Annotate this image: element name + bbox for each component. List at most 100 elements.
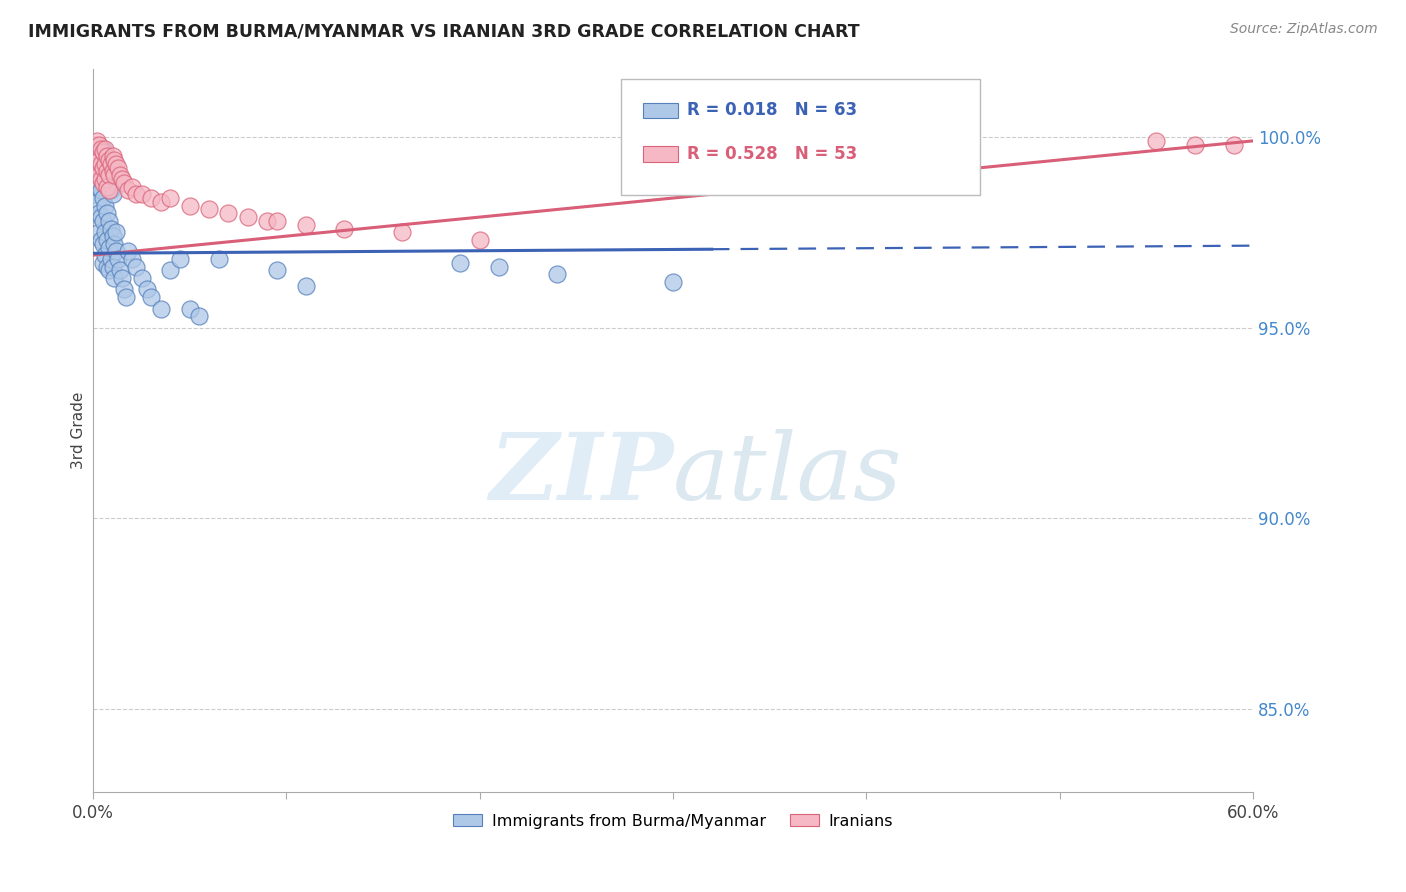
Point — [90, 210, 112, 224]
Point — [91, 214, 114, 228]
Point — [266, 263, 288, 277]
Point — [256, 214, 278, 228]
Point — [1144, 134, 1167, 148]
Point — [100, 221, 122, 235]
Point — [91, 145, 114, 160]
Point — [115, 290, 138, 304]
Point — [103, 153, 125, 167]
Point — [91, 191, 114, 205]
Point — [117, 183, 139, 197]
Point — [94, 225, 117, 239]
Bar — [643, 103, 678, 119]
Text: ZIP: ZIP — [489, 429, 673, 519]
Point — [90, 172, 112, 186]
Point — [333, 221, 356, 235]
Point — [1222, 137, 1244, 152]
Point — [218, 206, 240, 220]
Point — [103, 168, 125, 182]
Point — [97, 176, 120, 190]
Point — [84, 168, 107, 182]
Point — [90, 141, 112, 155]
Point — [488, 260, 510, 274]
Point — [97, 153, 120, 167]
Point — [84, 137, 107, 152]
Point — [111, 271, 134, 285]
Point — [100, 157, 122, 171]
Point — [87, 206, 110, 220]
Point — [149, 301, 172, 316]
Point — [86, 164, 108, 178]
Point — [94, 157, 117, 171]
Point — [136, 283, 159, 297]
Point — [121, 252, 143, 266]
Point — [1184, 137, 1206, 152]
Point — [101, 149, 124, 163]
Point — [97, 214, 120, 228]
Text: R = 0.018   N = 63: R = 0.018 N = 63 — [688, 102, 858, 120]
Text: IMMIGRANTS FROM BURMA/MYANMAR VS IRANIAN 3RD GRADE CORRELATION CHART: IMMIGRANTS FROM BURMA/MYANMAR VS IRANIAN… — [28, 22, 859, 40]
Point — [86, 149, 108, 163]
Point — [94, 199, 117, 213]
Text: atlas: atlas — [673, 429, 903, 519]
Point — [90, 157, 112, 171]
Point — [86, 145, 108, 160]
Point — [391, 225, 413, 239]
Point — [208, 252, 231, 266]
Point — [468, 233, 491, 247]
Point — [94, 172, 117, 186]
Point — [97, 168, 120, 182]
Point — [103, 236, 125, 251]
Point — [90, 233, 112, 247]
Point — [96, 179, 118, 194]
Point — [236, 210, 259, 224]
Point — [96, 164, 118, 178]
Point — [96, 206, 118, 220]
Point — [100, 252, 122, 266]
Point — [86, 134, 108, 148]
Point — [96, 233, 118, 247]
Point — [87, 179, 110, 194]
Point — [141, 191, 163, 205]
Point — [97, 263, 120, 277]
Point — [131, 187, 153, 202]
Point — [117, 244, 139, 259]
Point — [294, 278, 316, 293]
Point — [97, 241, 120, 255]
Point — [91, 161, 114, 175]
Legend: Immigrants from Burma/Myanmar, Iranians: Immigrants from Burma/Myanmar, Iranians — [447, 807, 898, 835]
Point — [101, 260, 124, 274]
Point — [91, 141, 114, 155]
Point — [110, 263, 132, 277]
Point — [94, 157, 117, 171]
Point — [111, 172, 134, 186]
Point — [84, 187, 107, 202]
Point — [112, 176, 135, 190]
Point — [188, 309, 211, 323]
Point — [96, 260, 118, 274]
Point — [159, 191, 181, 205]
Point — [103, 271, 125, 285]
Point — [125, 187, 148, 202]
Point — [87, 168, 110, 182]
Point — [101, 187, 124, 202]
Y-axis label: 3rd Grade: 3rd Grade — [72, 392, 86, 469]
Point — [100, 183, 122, 197]
Point — [101, 229, 124, 244]
Point — [87, 225, 110, 239]
Point — [141, 290, 163, 304]
FancyBboxPatch shape — [621, 79, 980, 195]
Point — [107, 161, 129, 175]
Point — [86, 194, 108, 209]
Point — [94, 141, 117, 155]
Point — [84, 157, 107, 171]
Point — [179, 199, 201, 213]
Point — [94, 248, 117, 262]
Point — [105, 244, 128, 259]
Point — [87, 153, 110, 167]
Point — [101, 164, 124, 178]
Point — [87, 153, 110, 167]
Point — [110, 168, 132, 182]
Bar — [643, 146, 678, 161]
Text: Source: ZipAtlas.com: Source: ZipAtlas.com — [1230, 22, 1378, 37]
Point — [449, 256, 471, 270]
